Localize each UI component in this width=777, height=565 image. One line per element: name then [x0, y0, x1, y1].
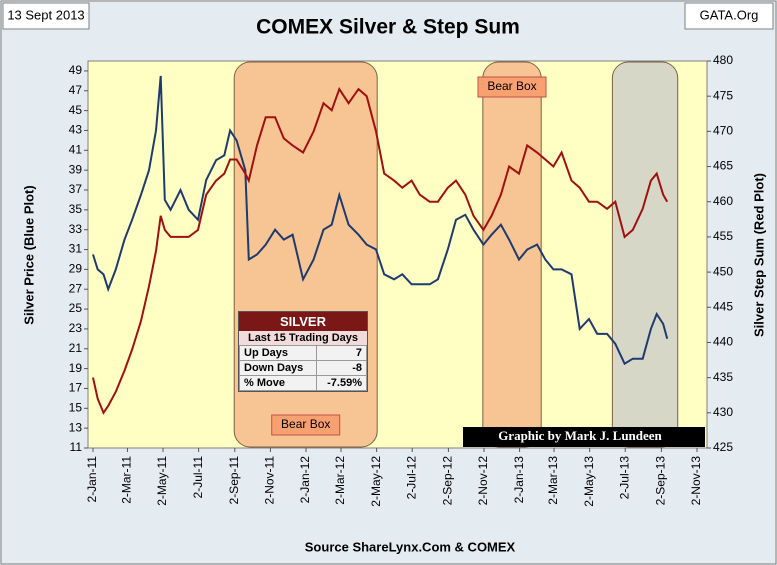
date-label: 13 Sept 2013: [7, 7, 84, 22]
series-line: [92, 86, 669, 415]
x-tick-label: 2-Sep-12: [441, 456, 455, 506]
y-tick-label: 13: [69, 420, 83, 434]
y-tick-label: 27: [69, 281, 83, 295]
y-tick-label: 25: [69, 301, 83, 315]
y2-tick-label: 475: [713, 88, 733, 102]
bear-box-label: Bear Box: [281, 417, 330, 431]
y-tick-label: 45: [69, 103, 83, 117]
x-tick-label: 2-Jul-12: [404, 456, 418, 500]
series-line: [92, 75, 669, 366]
table-row: % Move -7.59%: [238, 375, 367, 391]
y-tick-label: 49: [69, 63, 83, 77]
bear-box-label-bg: [477, 76, 547, 98]
summary-table: SILVER Last 15 Trading Days Up Days 7 Down…: [238, 311, 368, 392]
table-holder: SILVER Last 15 Trading Days Up Days 7Down…: [238, 311, 368, 392]
x-tick-label: 2-Nov-11: [263, 456, 277, 505]
x-tick-label: 2-Jul-11: [191, 456, 205, 499]
y-tick-label: 31: [69, 242, 83, 256]
x-tick-label: 2-May-11: [155, 456, 169, 506]
y-tick-label: 29: [69, 262, 83, 276]
bear-box-label-bg: [271, 414, 341, 436]
y-tick-label: 17: [69, 381, 83, 395]
y2-tick-label: 465: [713, 159, 733, 173]
table-cell: Down Days: [238, 360, 318, 376]
y-tick-label: 41: [69, 142, 83, 156]
x-tick-label: 2-Sep-13: [654, 456, 668, 506]
x-tick-label: 2-Nov-13: [689, 456, 703, 506]
y-axis-label: Silver Price (Blue Plot): [21, 185, 36, 324]
y2-tick-label: 435: [713, 370, 733, 384]
table-cell: % Move: [238, 375, 318, 391]
table-cell: -7.59%: [316, 375, 367, 391]
y-tick-label: 33: [69, 222, 83, 236]
y-tick-label: 11: [70, 440, 83, 454]
y-tick-label: 39: [69, 162, 83, 176]
y2-tick-label: 445: [713, 299, 733, 313]
x-tick-label: 2-Jan-13: [512, 456, 526, 504]
x-tick-label: 2-May-12: [369, 456, 383, 507]
y-tick-label: 23: [69, 321, 83, 335]
y-tick-label: 15: [69, 400, 83, 414]
table-title: SILVER: [239, 312, 367, 331]
x-tick-label: 2-Mar-12: [333, 456, 347, 505]
x-tick-label: 2-Jan-11: [85, 456, 99, 503]
x-tick-label: 2-Jul-13: [617, 456, 631, 500]
x-tick-label: 2-May-13: [582, 456, 596, 507]
table-cell: 7: [316, 345, 367, 361]
y-tick-label: 37: [69, 182, 83, 196]
y2-axis-label: Silver Step Sum (Red Plot): [751, 173, 766, 337]
table-cell: Up Days: [238, 345, 318, 361]
bear-box: [611, 61, 679, 448]
y2-tick-label: 460: [713, 194, 733, 208]
source-tag: GATA.Org: [700, 7, 759, 22]
y-tick-label: 43: [69, 123, 83, 137]
x-tick-label: 2-Mar-13: [546, 456, 560, 505]
table-row: Down Days -8: [238, 360, 367, 376]
y2-tick-label: 470: [713, 124, 733, 138]
y-tick-label: 47: [69, 83, 83, 97]
y2-tick-label: 425: [713, 440, 733, 454]
x-axis-label: Source ShareLynx.Com & COMEX: [305, 539, 516, 554]
y-tick-label: 35: [69, 202, 83, 216]
y2-tick-label: 455: [713, 229, 733, 243]
bear-box-label: Bear Box: [487, 79, 536, 93]
date-box: [2, 2, 90, 30]
credit-box: [463, 427, 705, 447]
table-body: Up Days 7 Down Days -8% Move -7.59%: [238, 345, 367, 391]
y2-tick-label: 430: [713, 405, 733, 419]
table-cell: -8: [316, 360, 367, 376]
lines: [92, 75, 669, 415]
y2-tick-label: 440: [713, 335, 733, 349]
y-tick-label: 19: [69, 361, 83, 375]
x-tick-label: 2-Jan-12: [298, 456, 312, 504]
plot-area: [87, 60, 708, 449]
chart-title: COMEX Silver & Step Sum: [256, 16, 520, 39]
y-tick-label: 21: [69, 341, 83, 355]
x-tick-label: 2-Sep-11: [227, 456, 241, 505]
y2-tick-label: 480: [713, 53, 733, 67]
bear-box: [482, 61, 542, 448]
y2-tick-label: 450: [713, 264, 733, 278]
x-tick-label: 2-Nov-12: [476, 456, 490, 506]
source-box: [684, 2, 774, 30]
table-row: Up Days 7: [238, 345, 367, 361]
credit: Graphic by Mark J. Lundeen: [498, 428, 662, 443]
table-subtitle: Last 15 Trading Days: [239, 331, 367, 345]
x-tick-label: 2-Mar-11: [120, 456, 134, 504]
